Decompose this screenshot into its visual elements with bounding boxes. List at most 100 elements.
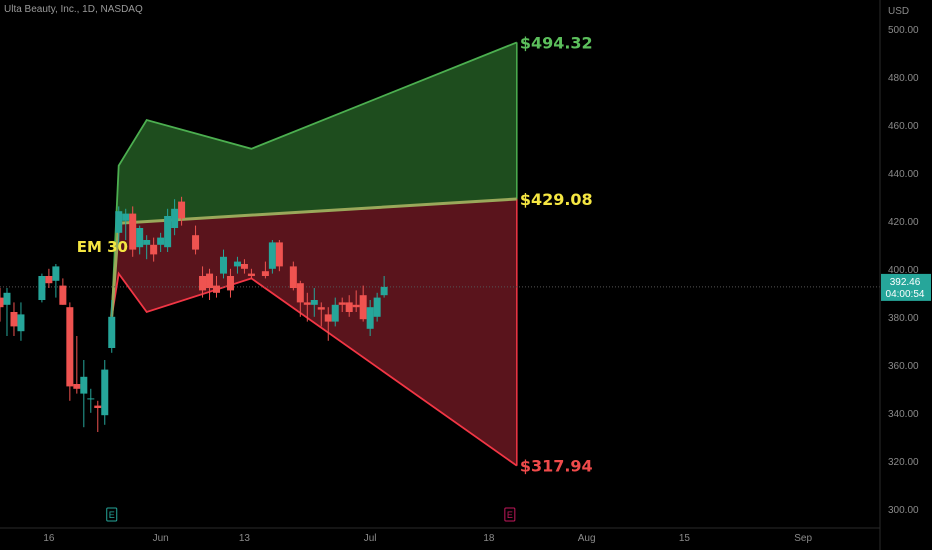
candle-body: [219, 256, 227, 274]
price-axis[interactable]: USD500.00480.00460.00440.00420.00400.003…: [879, 0, 931, 550]
candle[interactable]: [59, 278, 67, 305]
candle-body: [178, 201, 186, 219]
price-tick-label: 360.00: [888, 361, 919, 372]
candle[interactable]: [101, 360, 109, 425]
candle[interactable]: [275, 240, 283, 272]
candle-body: [289, 266, 297, 288]
candle-body: [373, 297, 381, 317]
candle[interactable]: [52, 264, 60, 298]
price-tick-label: 460.00: [888, 121, 919, 132]
candle-body: [122, 213, 130, 221]
price-tick-label: 320.00: [888, 457, 919, 468]
expected-move-label: EM 30: [77, 238, 128, 256]
price-tick-label: 440.00: [888, 169, 919, 180]
price-tick-label: 420.00: [888, 217, 919, 228]
candle[interactable]: [164, 208, 172, 252]
candle-body: [345, 302, 353, 312]
candle[interactable]: [219, 249, 227, 279]
candle[interactable]: [261, 261, 269, 279]
time-axis[interactable]: 16 Jun 13 Jul 18 Aug 15 Sep: [0, 527, 880, 544]
candle[interactable]: [17, 302, 25, 341]
candle[interactable]: [206, 268, 214, 300]
candle[interactable]: [136, 225, 144, 255]
candle-body: [206, 273, 214, 288]
candle-body: [3, 292, 11, 305]
candle[interactable]: [310, 288, 318, 317]
candle[interactable]: [303, 292, 311, 322]
candle[interactable]: [380, 276, 388, 298]
candle[interactable]: [87, 388, 95, 413]
candle-body: [129, 213, 137, 250]
candle[interactable]: [345, 295, 353, 317]
candle-body: [52, 266, 60, 281]
candle-body: [143, 240, 151, 245]
candle[interactable]: [171, 199, 179, 236]
candle[interactable]: [192, 225, 200, 255]
candle[interactable]: [0, 288, 4, 322]
candle[interactable]: [157, 232, 165, 252]
candle[interactable]: [108, 300, 116, 353]
candle[interactable]: [80, 360, 88, 428]
candle[interactable]: [38, 273, 46, 303]
expected-move-level-label: $317.94: [520, 457, 593, 476]
candle-body: [296, 283, 304, 303]
currency-label: USD: [888, 6, 909, 17]
candle-body: [59, 285, 67, 305]
candle-body: [268, 242, 276, 269]
candle[interactable]: [94, 400, 102, 432]
candle[interactable]: [240, 259, 248, 274]
time-tick-label: Jun: [153, 533, 169, 544]
candle[interactable]: [338, 297, 346, 312]
candle[interactable]: [373, 292, 381, 322]
candle[interactable]: [352, 290, 360, 312]
candle[interactable]: [366, 300, 374, 336]
time-tick-label: 15: [679, 533, 691, 544]
candle[interactable]: [143, 235, 151, 260]
candle-body: [240, 264, 248, 269]
time-tick-label: 13: [239, 533, 251, 544]
candle-body: [38, 276, 46, 300]
expected-move-level-label: $429.08: [520, 190, 593, 209]
candle[interactable]: [226, 268, 234, 298]
candle[interactable]: [213, 276, 221, 298]
candle[interactable]: [66, 302, 74, 401]
time-tick-label: Jul: [364, 533, 377, 544]
candle[interactable]: [289, 261, 297, 291]
price-tick-label: 340.00: [888, 409, 919, 420]
candle[interactable]: [331, 297, 339, 327]
candle[interactable]: [115, 206, 123, 245]
candle-body: [247, 273, 255, 276]
candle-body: [366, 307, 374, 329]
candle-body: [115, 211, 123, 233]
earnings-marker[interactable]: E: [106, 507, 118, 522]
candle[interactable]: [317, 302, 325, 327]
candle[interactable]: [45, 268, 53, 288]
candle-body: [10, 312, 18, 327]
candle[interactable]: [73, 336, 81, 394]
candle-body: [0, 297, 4, 308]
candle[interactable]: [247, 268, 255, 279]
candle[interactable]: [233, 256, 241, 274]
candle[interactable]: [178, 196, 186, 226]
candle[interactable]: [122, 208, 130, 240]
candle[interactable]: [359, 285, 367, 322]
candles: [0, 196, 388, 432]
candle-body: [192, 235, 200, 250]
candle[interactable]: [10, 302, 18, 336]
candle-body: [233, 261, 241, 267]
candle[interactable]: [3, 288, 11, 336]
upper-band-fill: [111, 42, 517, 317]
earnings-marker[interactable]: E: [504, 507, 516, 522]
lower-band-fill: [111, 199, 517, 466]
candle-body: [380, 286, 388, 296]
candle[interactable]: [268, 240, 276, 274]
candle[interactable]: [199, 266, 207, 298]
candle[interactable]: [129, 206, 137, 257]
candle[interactable]: [324, 307, 332, 341]
candle-body: [73, 384, 81, 389]
candle-body: [66, 307, 74, 387]
candle[interactable]: [296, 280, 304, 317]
candle[interactable]: [150, 237, 158, 262]
